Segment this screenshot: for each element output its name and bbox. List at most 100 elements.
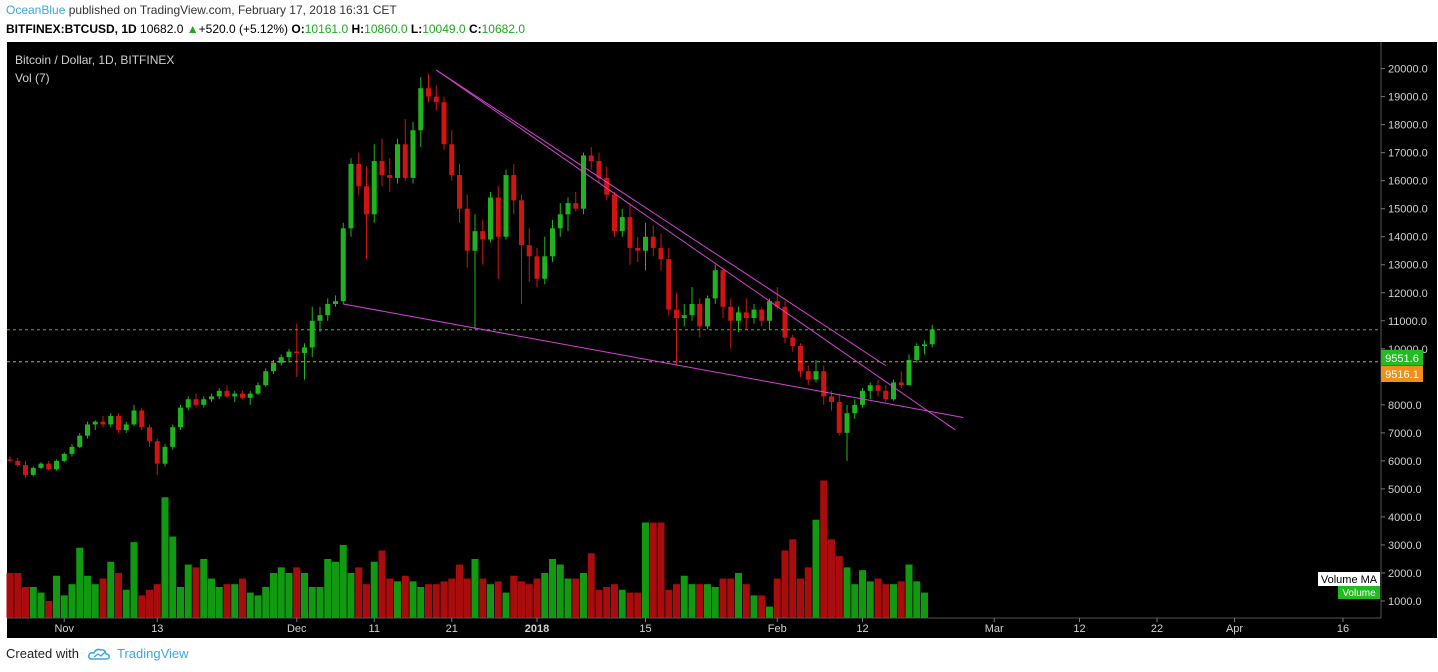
volume-bar [347,572,355,618]
candle-body [7,459,13,461]
candle-body [829,396,834,403]
volume-bar [673,584,680,618]
time-axis[interactable]: Nov 13 Dec 11 21 2018 15 Feb 12 Mar 12 22 Apr 16 [54,618,1349,635]
candle-body [643,236,648,251]
volume-bar [177,586,184,618]
candle-body [798,345,803,372]
candle-body [674,309,679,318]
price-chart[interactable]: 1000.0 2000.0 3000.0 4000.0 5000.0 6000.0 7000… [0,42,1438,638]
volume-bar [510,575,518,618]
volume-bar [386,578,394,618]
candle-body [457,175,462,209]
author-link[interactable]: OceanBlue [6,3,66,17]
trendline [435,69,956,431]
volume-bar [626,592,634,618]
volume-bar [192,567,200,618]
volume-bar [494,581,502,618]
volume-bar [153,584,161,618]
volume-bar [254,595,262,618]
price-tick-label: 16000.0 [1388,176,1428,188]
open-label: O: [291,22,305,36]
candle-body [557,214,563,229]
high-label: H: [351,22,365,36]
volume-bar [789,539,797,618]
volume-bar [262,586,270,618]
volume-bar [22,586,29,618]
candle-body [379,161,385,176]
high-value: 10860.0 [364,22,408,36]
candle-body [240,393,245,398]
candle-body [387,175,393,178]
volume-ma-text: Volume MA [1321,574,1378,586]
volume-bar [401,575,409,618]
candle-body [604,177,610,195]
candle-body [736,312,741,321]
candle-body [402,144,408,178]
price-tick-label: 4000.0 [1388,512,1422,524]
price-tick-label: 7000.0 [1388,428,1422,440]
volume-bar [394,581,401,618]
volume-bar [603,586,611,618]
candle-body [224,390,230,397]
volume-bar [696,584,704,618]
symbol-info-bar: BITFINEX:BTCUSD, 1D 10682.0 ▲+520.0 (+5.… [6,22,525,36]
volume-bar [270,572,277,618]
candle-body [650,236,656,248]
price-axis[interactable]: 1000.0 2000.0 3000.0 4000.0 5000.0 6000.0 7000… [1381,64,1428,608]
volume-bar [595,589,603,618]
candle-body [216,390,222,397]
volume-bar [14,572,22,618]
volume-bar [564,578,572,618]
time-tick-label: 13 [151,623,163,635]
volume-bar [704,584,711,618]
candle-body [271,362,276,372]
candle-body [23,465,28,475]
tradingview-link[interactable]: TradingView [116,646,189,661]
candle-body [178,407,183,428]
volume-bar [572,578,580,618]
candle-body [209,396,214,400]
price-labels: 9551.6 9516.1 [1381,349,1423,383]
candle-body [472,231,478,251]
candle-body [821,371,827,397]
volume-bar [812,519,820,618]
volume-bar [680,575,688,618]
volume-ma-legend: Volume MA Volume [1318,572,1380,599]
volume-bar [843,567,851,618]
trendline [435,69,887,367]
volume-bar [161,497,169,618]
volume-bar [45,600,53,618]
volume-bar [138,595,146,618]
candle-body [364,186,369,215]
candle-body [906,360,912,386]
candle-body [867,385,873,391]
candle-body [588,155,594,162]
published-text: published on TradingView.com, February 1… [68,3,397,17]
volume-bar [332,561,339,618]
volume-bar [866,581,874,618]
volume-bar [913,581,921,618]
volume-bar [115,572,122,618]
volume-bar [750,595,758,618]
volume-bar [897,581,905,618]
volume-bar [200,558,208,618]
price-tick-label: 1000.0 [1388,596,1422,608]
volume-bar [425,584,432,618]
price-tick-label: 15000.0 [1388,204,1428,216]
time-tick-label: 22 [1151,623,1163,635]
candle-body [325,303,331,316]
volume-bar [463,578,471,618]
candle-body [511,175,517,201]
volume-bar [169,536,177,618]
candle-body [395,144,400,178]
price-tick-label: 20000.0 [1388,64,1428,76]
time-tick-label: 12 [856,623,868,635]
low-value: 10049.0 [422,22,466,36]
volume-bar [549,558,556,618]
horizontal-lines [7,329,1381,363]
candle-body [348,163,354,229]
volume-bar [649,522,657,618]
candle-body [255,385,261,394]
candle-body [15,460,21,466]
candle-body [805,371,811,380]
